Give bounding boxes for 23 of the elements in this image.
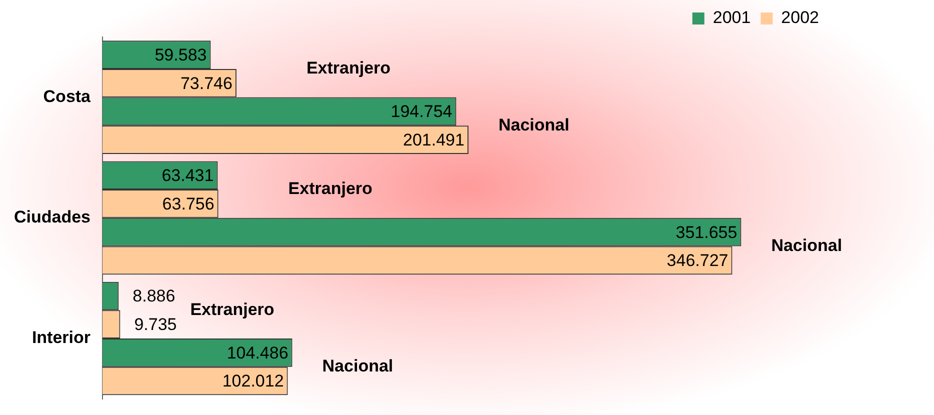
annotation: Extranjero [306, 58, 391, 78]
y-tick-label: Ciudades [14, 208, 91, 227]
data-label: 59.583 [154, 45, 207, 64]
y-tick-label: Costa [43, 86, 92, 106]
data-label: 73.746 [180, 74, 232, 93]
y-tick-label: Interior [32, 328, 91, 348]
annotation: Nacional [322, 356, 394, 376]
data-label: 8.886 [132, 286, 176, 306]
annotation: Extranjero [190, 300, 274, 319]
data-label: 9.735 [134, 315, 177, 334]
legend-label: 2001 [712, 8, 751, 28]
legend-label: 2002 [781, 8, 820, 28]
data-label: 63.756 [162, 194, 214, 214]
data-label: 346.727 [666, 251, 728, 270]
annotation: Nacional [498, 115, 570, 134]
text: Nacional [771, 236, 842, 255]
data-label: 201.491 [403, 130, 464, 150]
data-label: 63.431 [162, 166, 214, 186]
annotation: Extranjero [288, 179, 372, 198]
data-label: 104.486 [226, 343, 288, 362]
data-label: 194.754 [390, 102, 452, 122]
data-label: 351.655 [676, 222, 738, 242]
data-label: 102.012 [222, 372, 284, 391]
